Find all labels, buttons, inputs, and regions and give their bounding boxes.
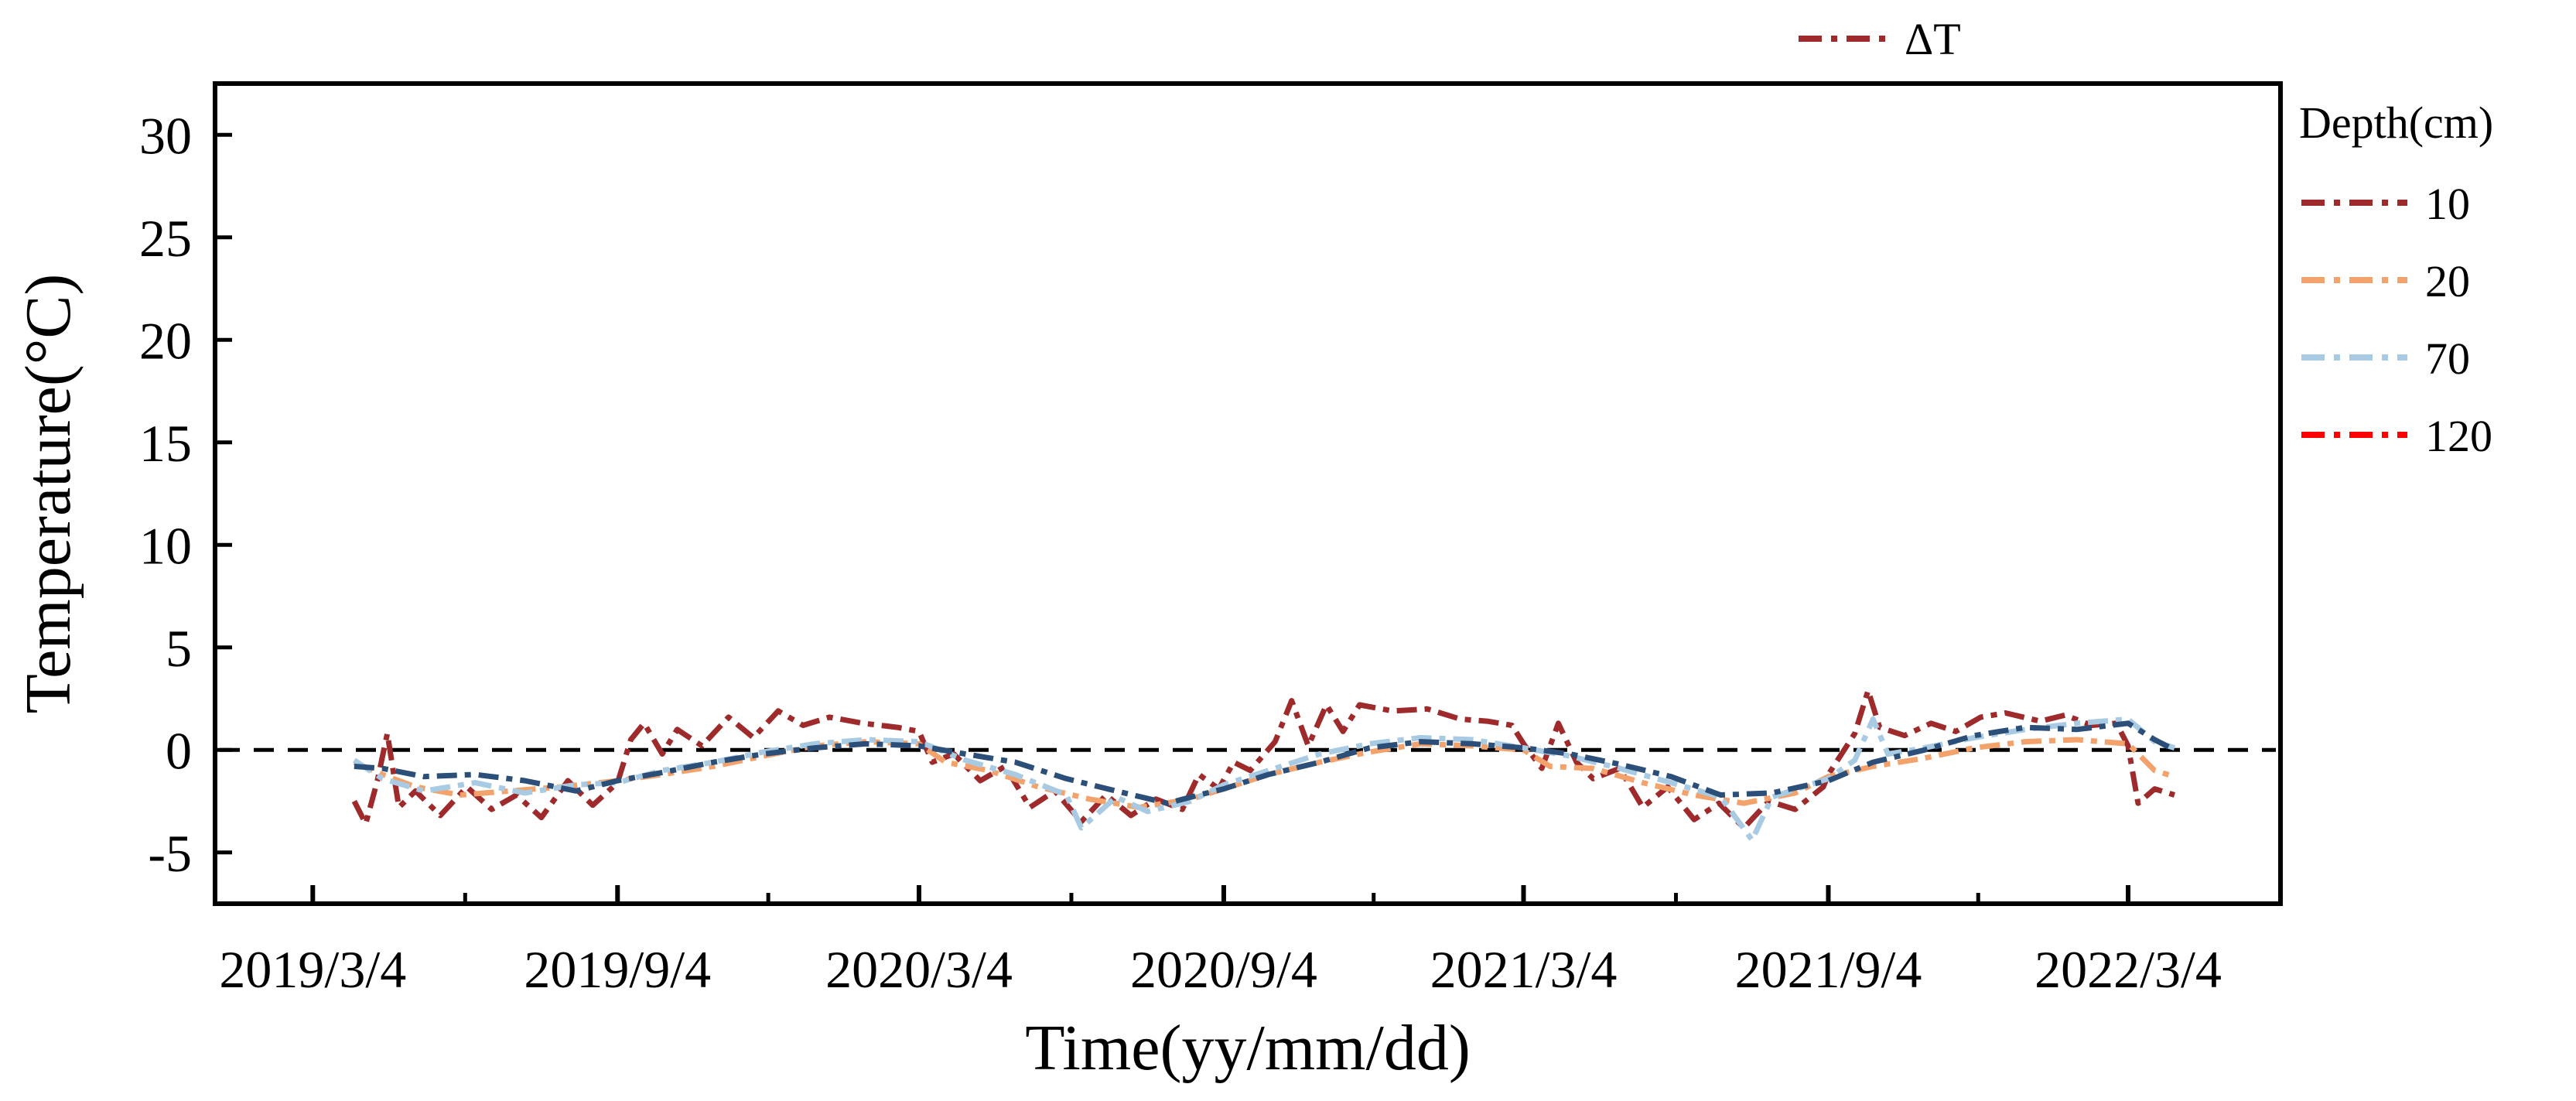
series-line-10: [351, 687, 2176, 831]
y-tick-label: 20: [139, 311, 192, 370]
series-lines: [351, 687, 2176, 843]
legend-label-70: 70: [2425, 333, 2470, 384]
y-tick-label: 25: [139, 209, 192, 268]
y-tick-label: 15: [139, 414, 192, 473]
x-tick-label: 2020/3/4: [825, 940, 1013, 999]
x-tick-label: 2019/9/4: [524, 940, 711, 999]
x-tick-label: 2021/3/4: [1430, 940, 1618, 999]
x-axis-title: Time(yy/mm/dd): [1025, 1012, 1471, 1084]
legend-label-20: 20: [2425, 256, 2470, 306]
legend-label-10: 10: [2425, 179, 2470, 229]
y-tick-label: 10: [139, 516, 192, 575]
y-tick-label: 30: [139, 106, 192, 165]
series-line-70: [352, 716, 2176, 843]
x-tick-label: 2021/9/4: [1735, 940, 1922, 999]
x-axis: 2019/3/4 2019/9/4 2020/3/4 2020/9/4 2021/3/4…: [219, 885, 2222, 999]
y-tick-label: -5: [148, 824, 192, 883]
x-tick-label: 2020/9/4: [1130, 940, 1317, 999]
legend-label-120: 120: [2425, 411, 2492, 461]
legend-title: Depth(cm): [2299, 97, 2493, 148]
y-axis-title: Temperature(°C): [12, 274, 84, 714]
series-line-unnamed-4: [354, 720, 2176, 806]
legend-top-label: ΔT: [1905, 14, 1961, 64]
x-tick-label: 2019/3/4: [219, 940, 406, 999]
y-tick-label: 5: [166, 619, 192, 678]
y-axis: -5 0 5 10 15 20 25 30: [139, 106, 232, 883]
legend-top: ΔT: [1799, 14, 1961, 64]
x-tick-label: 2022/3/4: [2034, 940, 2222, 999]
y-tick-label: 0: [166, 721, 192, 780]
legend: Depth(cm) 10 20 70 120: [2299, 97, 2493, 461]
